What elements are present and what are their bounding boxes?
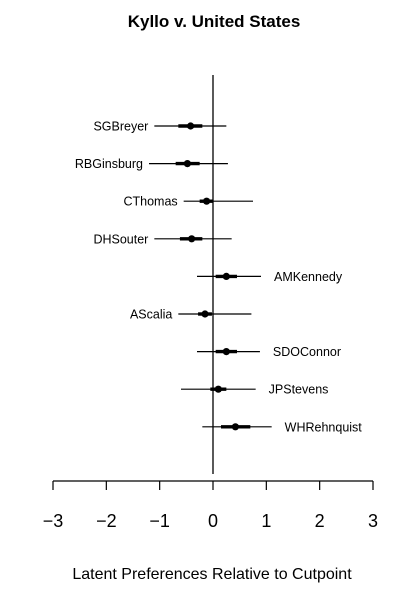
justice-row: AScalia — [130, 308, 252, 322]
justice-label: CThomas — [123, 195, 177, 209]
justice-row: AMKennedy — [197, 270, 343, 284]
point-estimate — [222, 348, 230, 356]
x-tick-label: 3 — [368, 511, 378, 531]
justice-row: WHRehnquist — [202, 420, 362, 434]
point-estimate — [187, 122, 195, 130]
point-estimate — [222, 272, 230, 280]
justice-label: SGBreyer — [93, 120, 148, 134]
justice-label: WHRehnquist — [285, 420, 363, 434]
justice-row: DHSouter — [93, 232, 232, 246]
x-tick-label: −3 — [43, 511, 64, 531]
chart-title: Kyllo v. United States — [128, 12, 301, 31]
justice-row: SGBreyer — [93, 120, 227, 134]
chart-marks: SGBreyer RBGinsburg CThomas DHSouter AMKenne… — [75, 75, 362, 474]
point-estimate — [214, 385, 222, 393]
point-estimate — [231, 423, 239, 431]
point-estimate — [183, 160, 191, 168]
x-tick-label: 0 — [208, 511, 218, 531]
justice-label: RBGinsburg — [75, 157, 143, 171]
justice-row: SDOConnor — [197, 345, 341, 359]
point-estimate — [201, 310, 209, 318]
justice-label: AMKennedy — [274, 270, 343, 284]
justice-row: JPStevens — [181, 383, 328, 397]
justice-label: DHSouter — [93, 232, 148, 246]
point-estimate — [188, 235, 196, 243]
justice-row: RBGinsburg — [75, 157, 228, 171]
justice-row: CThomas — [123, 195, 253, 209]
x-tick-label: −2 — [96, 511, 117, 531]
x-axis: −3 −2 −1 0 1 2 3 — [43, 480, 378, 531]
point-estimate — [203, 197, 211, 205]
justice-label: SDOConnor — [273, 345, 341, 359]
x-tick-label: 1 — [261, 511, 271, 531]
x-axis-title: Latent Preferences Relative to Cutpoint — [72, 566, 352, 583]
x-tick-label: −1 — [149, 511, 170, 531]
justice-label: AScalia — [130, 308, 172, 322]
x-tick-label: 2 — [315, 511, 325, 531]
justice-label: JPStevens — [269, 383, 329, 397]
